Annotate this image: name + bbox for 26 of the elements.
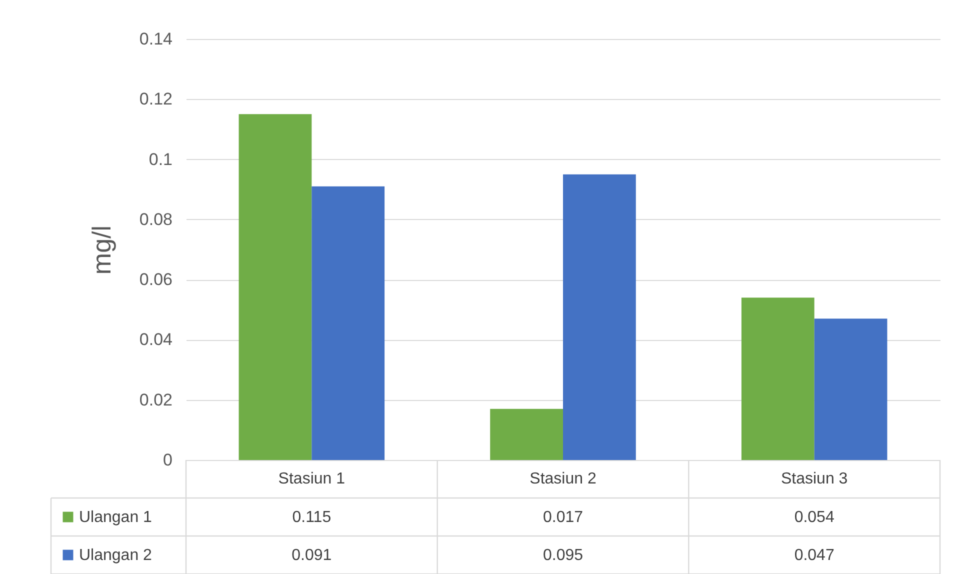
y-tick-label: 0.12 [139, 90, 172, 109]
y-tick-label: 0.1 [148, 150, 172, 169]
legend-label: Ulangan 2 [79, 547, 152, 564]
y-tick-label: 0.14 [139, 30, 172, 48]
bar [490, 408, 563, 460]
data-label: 0.054 [794, 509, 834, 526]
y-tick-label: 0.06 [139, 270, 172, 290]
y-tick-label: 0.02 [139, 390, 172, 410]
x-tick-label: Stasiun 3 [780, 470, 848, 488]
bar [238, 114, 312, 460]
y-tick-label: 0 [163, 450, 172, 470]
y-axis-title: mg/l [86, 225, 116, 275]
data-label: 0.017 [542, 509, 584, 526]
bar [312, 186, 385, 460]
bar [563, 174, 636, 460]
bar [741, 298, 814, 460]
x-tick-label: Stasiun 2 [530, 470, 596, 488]
y-tick-label: 0.08 [139, 210, 172, 229]
data-label: 0.047 [794, 547, 834, 564]
legend-label: Ulangan 1 [79, 509, 152, 526]
y-tick-label: 0.04 [139, 330, 172, 350]
bar [814, 318, 888, 460]
data-label: 0.095 [542, 547, 584, 564]
data-label: 0.091 [292, 547, 332, 564]
data-label: 0.115 [292, 509, 332, 526]
x-tick-label: Stasiun 1 [278, 470, 346, 488]
